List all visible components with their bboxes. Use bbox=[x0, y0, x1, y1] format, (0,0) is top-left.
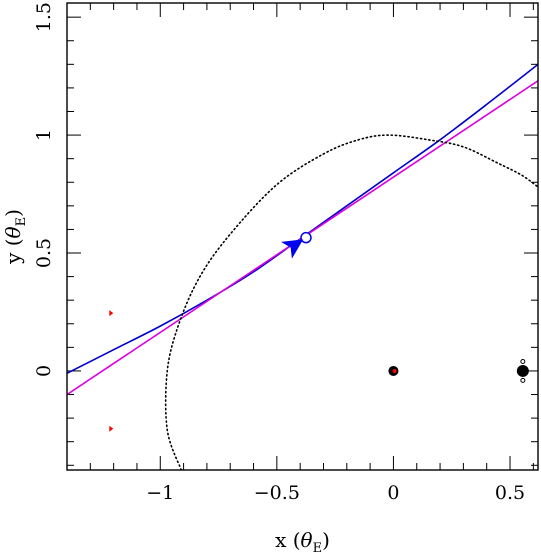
caustic-point bbox=[520, 359, 526, 365]
x-axis-label-sub: E bbox=[313, 541, 323, 555]
series-line-0 bbox=[67, 63, 538, 375]
image-marker bbox=[109, 425, 114, 432]
series-line-2 bbox=[164, 134, 538, 470]
x-tick-label: 0 bbox=[387, 482, 399, 504]
x-axis-label-theta: θ bbox=[301, 528, 313, 552]
y-tick-label: 0 bbox=[33, 365, 55, 377]
x-axis-label-prefix: x ( bbox=[275, 528, 300, 552]
plot-frame bbox=[66, 2, 539, 471]
x-axis-label-suffix: ) bbox=[322, 528, 330, 552]
y-axis-label-suffix: ) bbox=[1, 209, 25, 217]
x-tick-label: 0.5 bbox=[495, 482, 525, 504]
tick-labels: −1 −0.5 0 0.5 0 0.5 1 1.5 bbox=[33, 2, 525, 504]
y-axis-label-prefix: y ( bbox=[1, 238, 25, 264]
source-position-marker bbox=[300, 231, 312, 244]
caustic-point bbox=[520, 377, 526, 383]
x-tick-label: −1 bbox=[146, 482, 174, 504]
plot-area bbox=[67, 63, 538, 470]
direction-arrow-head bbox=[281, 239, 304, 259]
x-tick-label: −0.5 bbox=[254, 482, 300, 504]
markers-layer bbox=[109, 231, 529, 432]
image-dot bbox=[392, 368, 397, 373]
direction-arrow bbox=[281, 239, 304, 259]
y-axis-label-theta: θ bbox=[1, 226, 25, 238]
tick-marks bbox=[67, 3, 538, 470]
y-tick-label: 0.5 bbox=[33, 238, 55, 268]
y-axis-label-sub: E bbox=[14, 217, 29, 227]
x-axis-label: x (θE) bbox=[275, 528, 330, 555]
y-tick-label: 1.5 bbox=[33, 2, 55, 32]
lens-mass bbox=[516, 364, 529, 377]
image-marker bbox=[109, 310, 114, 317]
y-axis-label: y (θE) bbox=[1, 209, 29, 265]
y-tick-label: 1 bbox=[33, 129, 55, 141]
